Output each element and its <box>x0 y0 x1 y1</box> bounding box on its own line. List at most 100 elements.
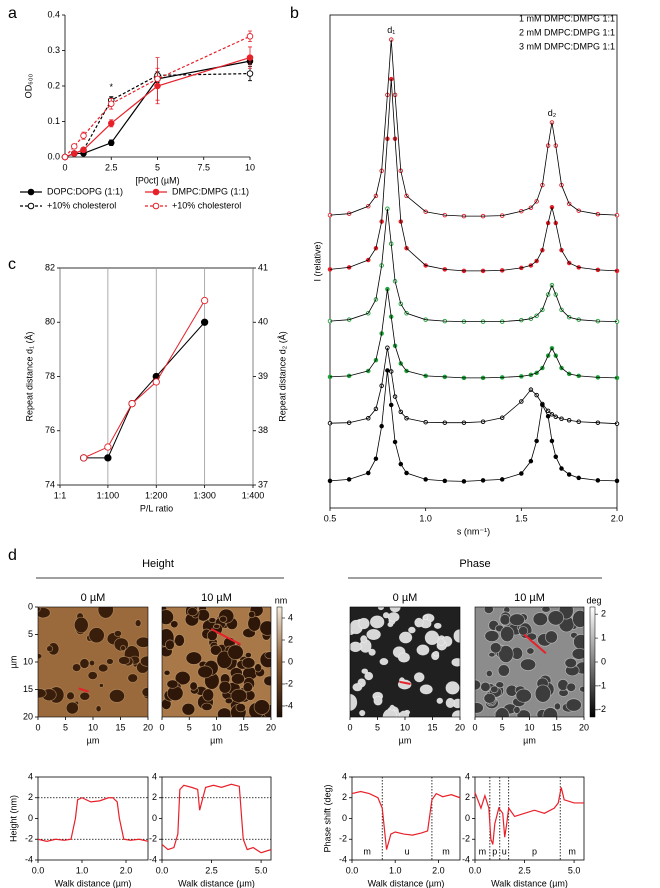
domain <box>509 613 525 627</box>
legend-label: DOPC:DOPG (1:1) <box>47 186 123 196</box>
domain <box>453 629 460 643</box>
image-title: 0 µM <box>81 592 106 604</box>
domain <box>174 634 185 647</box>
plot-frame <box>37 776 149 861</box>
domain <box>424 630 440 645</box>
y-tick-label: 37 <box>258 479 268 489</box>
colorbar-tick-label: 0 <box>288 656 293 666</box>
data-point <box>70 150 78 157</box>
domain <box>73 616 89 634</box>
domain <box>97 607 114 619</box>
domain <box>564 657 577 669</box>
domain <box>451 658 460 667</box>
y-tick-label: 5 <box>28 629 33 639</box>
domain <box>379 658 389 666</box>
data-point <box>61 153 69 161</box>
domain <box>253 699 270 715</box>
section-title: Phase <box>459 558 490 570</box>
y-axis-label: I (relative) <box>312 241 322 281</box>
y-tick-label: 4 <box>465 771 470 781</box>
data-point <box>246 33 254 40</box>
panel-label: b <box>290 5 299 22</box>
domain <box>413 672 425 683</box>
domain <box>227 644 244 660</box>
y-axis-label: Repeat distance d₂ (Å) <box>277 331 287 422</box>
series-line <box>351 790 461 850</box>
y-tick-label: -2 <box>149 834 157 844</box>
domain <box>490 685 499 694</box>
profile-cut <box>210 628 241 646</box>
x-tick-label: 10 <box>524 722 534 732</box>
colorbar-tick-label: -1 <box>598 680 606 690</box>
domain <box>489 642 502 654</box>
region-label: m <box>479 846 487 856</box>
colorbar-tick-label: -2 <box>598 704 606 714</box>
data-point <box>104 443 112 451</box>
legend-label: +10% cholesterol <box>172 200 241 210</box>
legend-marker <box>152 188 160 196</box>
legend-label: 1 mM DMPC:DMPG 1:1 <box>519 13 615 23</box>
x-tick-label: 0 <box>159 722 164 732</box>
series-line <box>329 347 618 425</box>
y-tick-label: 0 <box>342 813 347 823</box>
y-tick-label: 2 <box>28 792 33 802</box>
domain <box>141 687 148 698</box>
y-tick-label: -4 <box>462 854 470 864</box>
y-tick-label: 82 <box>45 262 55 272</box>
x-tick-label: 10 <box>400 722 410 732</box>
profile-cut <box>399 680 411 685</box>
x-tick-label: 15 <box>427 722 437 732</box>
domain <box>494 707 510 717</box>
domain <box>230 688 248 703</box>
profile-cut <box>78 687 89 693</box>
domain <box>174 670 191 686</box>
domain <box>488 652 496 658</box>
x-tick-label: 10 <box>245 162 255 172</box>
x-tick-label: 1.5 <box>515 513 528 523</box>
series-line <box>329 208 618 323</box>
domain <box>95 705 102 713</box>
image-title: 10 µM <box>201 592 232 604</box>
y-tick-label: -4 <box>149 854 157 864</box>
domain <box>547 610 564 626</box>
afm-image <box>475 607 584 717</box>
x-tick-label: 5 <box>63 722 68 732</box>
domain <box>360 635 368 644</box>
legend-label: 2 mM DMPC:DMPG 1:1 <box>519 27 615 37</box>
y-tick-label: 74 <box>45 479 55 489</box>
domain <box>209 644 222 656</box>
domain <box>139 655 148 667</box>
x-tick-label: 1:1 <box>54 490 67 500</box>
y-tick-label: 0.2 <box>47 80 60 90</box>
domain <box>242 682 253 693</box>
y-tick-label: 76 <box>45 425 55 435</box>
domain <box>202 688 215 702</box>
domain <box>499 614 511 626</box>
domain <box>359 709 366 717</box>
legend-marker <box>27 188 35 196</box>
domain <box>87 671 98 680</box>
x-tick-label: 15 <box>239 722 249 732</box>
domain <box>352 683 363 692</box>
y-tick-label: 0 <box>28 601 33 611</box>
x-axis-label: Walk distance (µm) <box>178 878 255 888</box>
domain <box>399 710 410 717</box>
domain <box>534 684 552 703</box>
domain <box>88 627 105 644</box>
domain <box>46 645 54 653</box>
domain <box>573 633 584 650</box>
domain <box>389 704 395 711</box>
y-tick-label: 4 <box>28 771 33 781</box>
profile-cut <box>523 633 547 654</box>
domain <box>408 626 416 634</box>
domain <box>366 628 381 640</box>
domain <box>113 630 122 637</box>
colorbar-tick-label: 2 <box>288 634 293 644</box>
domain <box>224 697 233 705</box>
domain <box>475 702 484 714</box>
domain <box>120 645 127 652</box>
x-tick-label: 1:400 <box>242 490 265 500</box>
colorbar-tick-label: 1 <box>601 632 606 642</box>
colorbar <box>589 606 596 718</box>
domain <box>219 615 228 623</box>
